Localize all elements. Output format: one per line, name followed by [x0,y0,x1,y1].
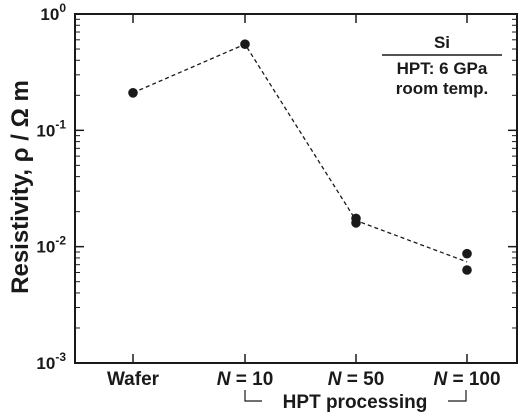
y-axis-label: Resistivity, ρ / Ω m [7,80,34,294]
annotation-material: Si [434,33,450,52]
points-layer [128,39,472,275]
data-point [240,39,250,49]
annotation-line1: HPT: 6 GPa [397,59,488,78]
x-tick-label: N = 10 [217,369,274,390]
x-tick-label: N = 50 [328,369,385,390]
data-point [128,88,138,98]
group-bracket-right [448,390,467,402]
annotation: Si HPT: 6 GPa room temp. [382,33,502,98]
y-tick-label: 10-1 [36,117,66,140]
group-label: HPT processing [283,392,428,413]
trend-layer [132,43,468,263]
x-tick-label: Wafer [107,369,160,390]
annotation-line2: room temp. [396,79,489,98]
plot-frame [74,13,518,364]
data-point [462,248,472,259]
x-tick-label: N = 100 [433,369,500,390]
y-tick-label: 100 [40,1,66,24]
y-tick-label: 10-3 [36,350,66,373]
group-bracket-left [244,390,262,402]
data-point [462,265,472,275]
group-bracket: HPT processing [244,390,467,413]
y-tick-label: 10-2 [36,234,66,257]
y-ticks: 10-3 10-2 10-1 100 [36,1,517,373]
x-ticks: Wafer N = 10 N = 50 N = 100 [107,14,501,390]
data-point [351,218,361,228]
trend-line [132,43,468,263]
